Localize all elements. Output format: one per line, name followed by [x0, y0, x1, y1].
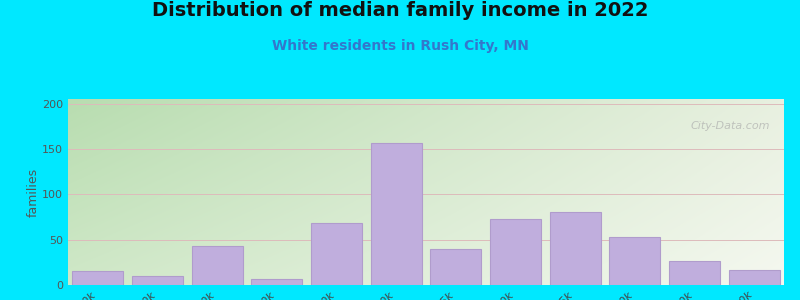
Text: White residents in Rush City, MN: White residents in Rush City, MN	[271, 39, 529, 53]
Bar	[729, 271, 779, 285]
Bar	[371, 142, 422, 285]
Bar	[132, 276, 183, 285]
Bar	[430, 249, 481, 285]
Bar	[610, 237, 660, 285]
Bar	[192, 246, 242, 285]
Bar	[550, 212, 601, 285]
Bar	[311, 223, 362, 285]
Bar	[73, 272, 123, 285]
Text: City-Data.com: City-Data.com	[690, 121, 770, 131]
Text: Distribution of median family income in 2022: Distribution of median family income in …	[152, 2, 648, 20]
Bar	[669, 260, 720, 285]
Y-axis label: families: families	[26, 167, 39, 217]
Bar	[251, 279, 302, 285]
Bar	[490, 219, 541, 285]
